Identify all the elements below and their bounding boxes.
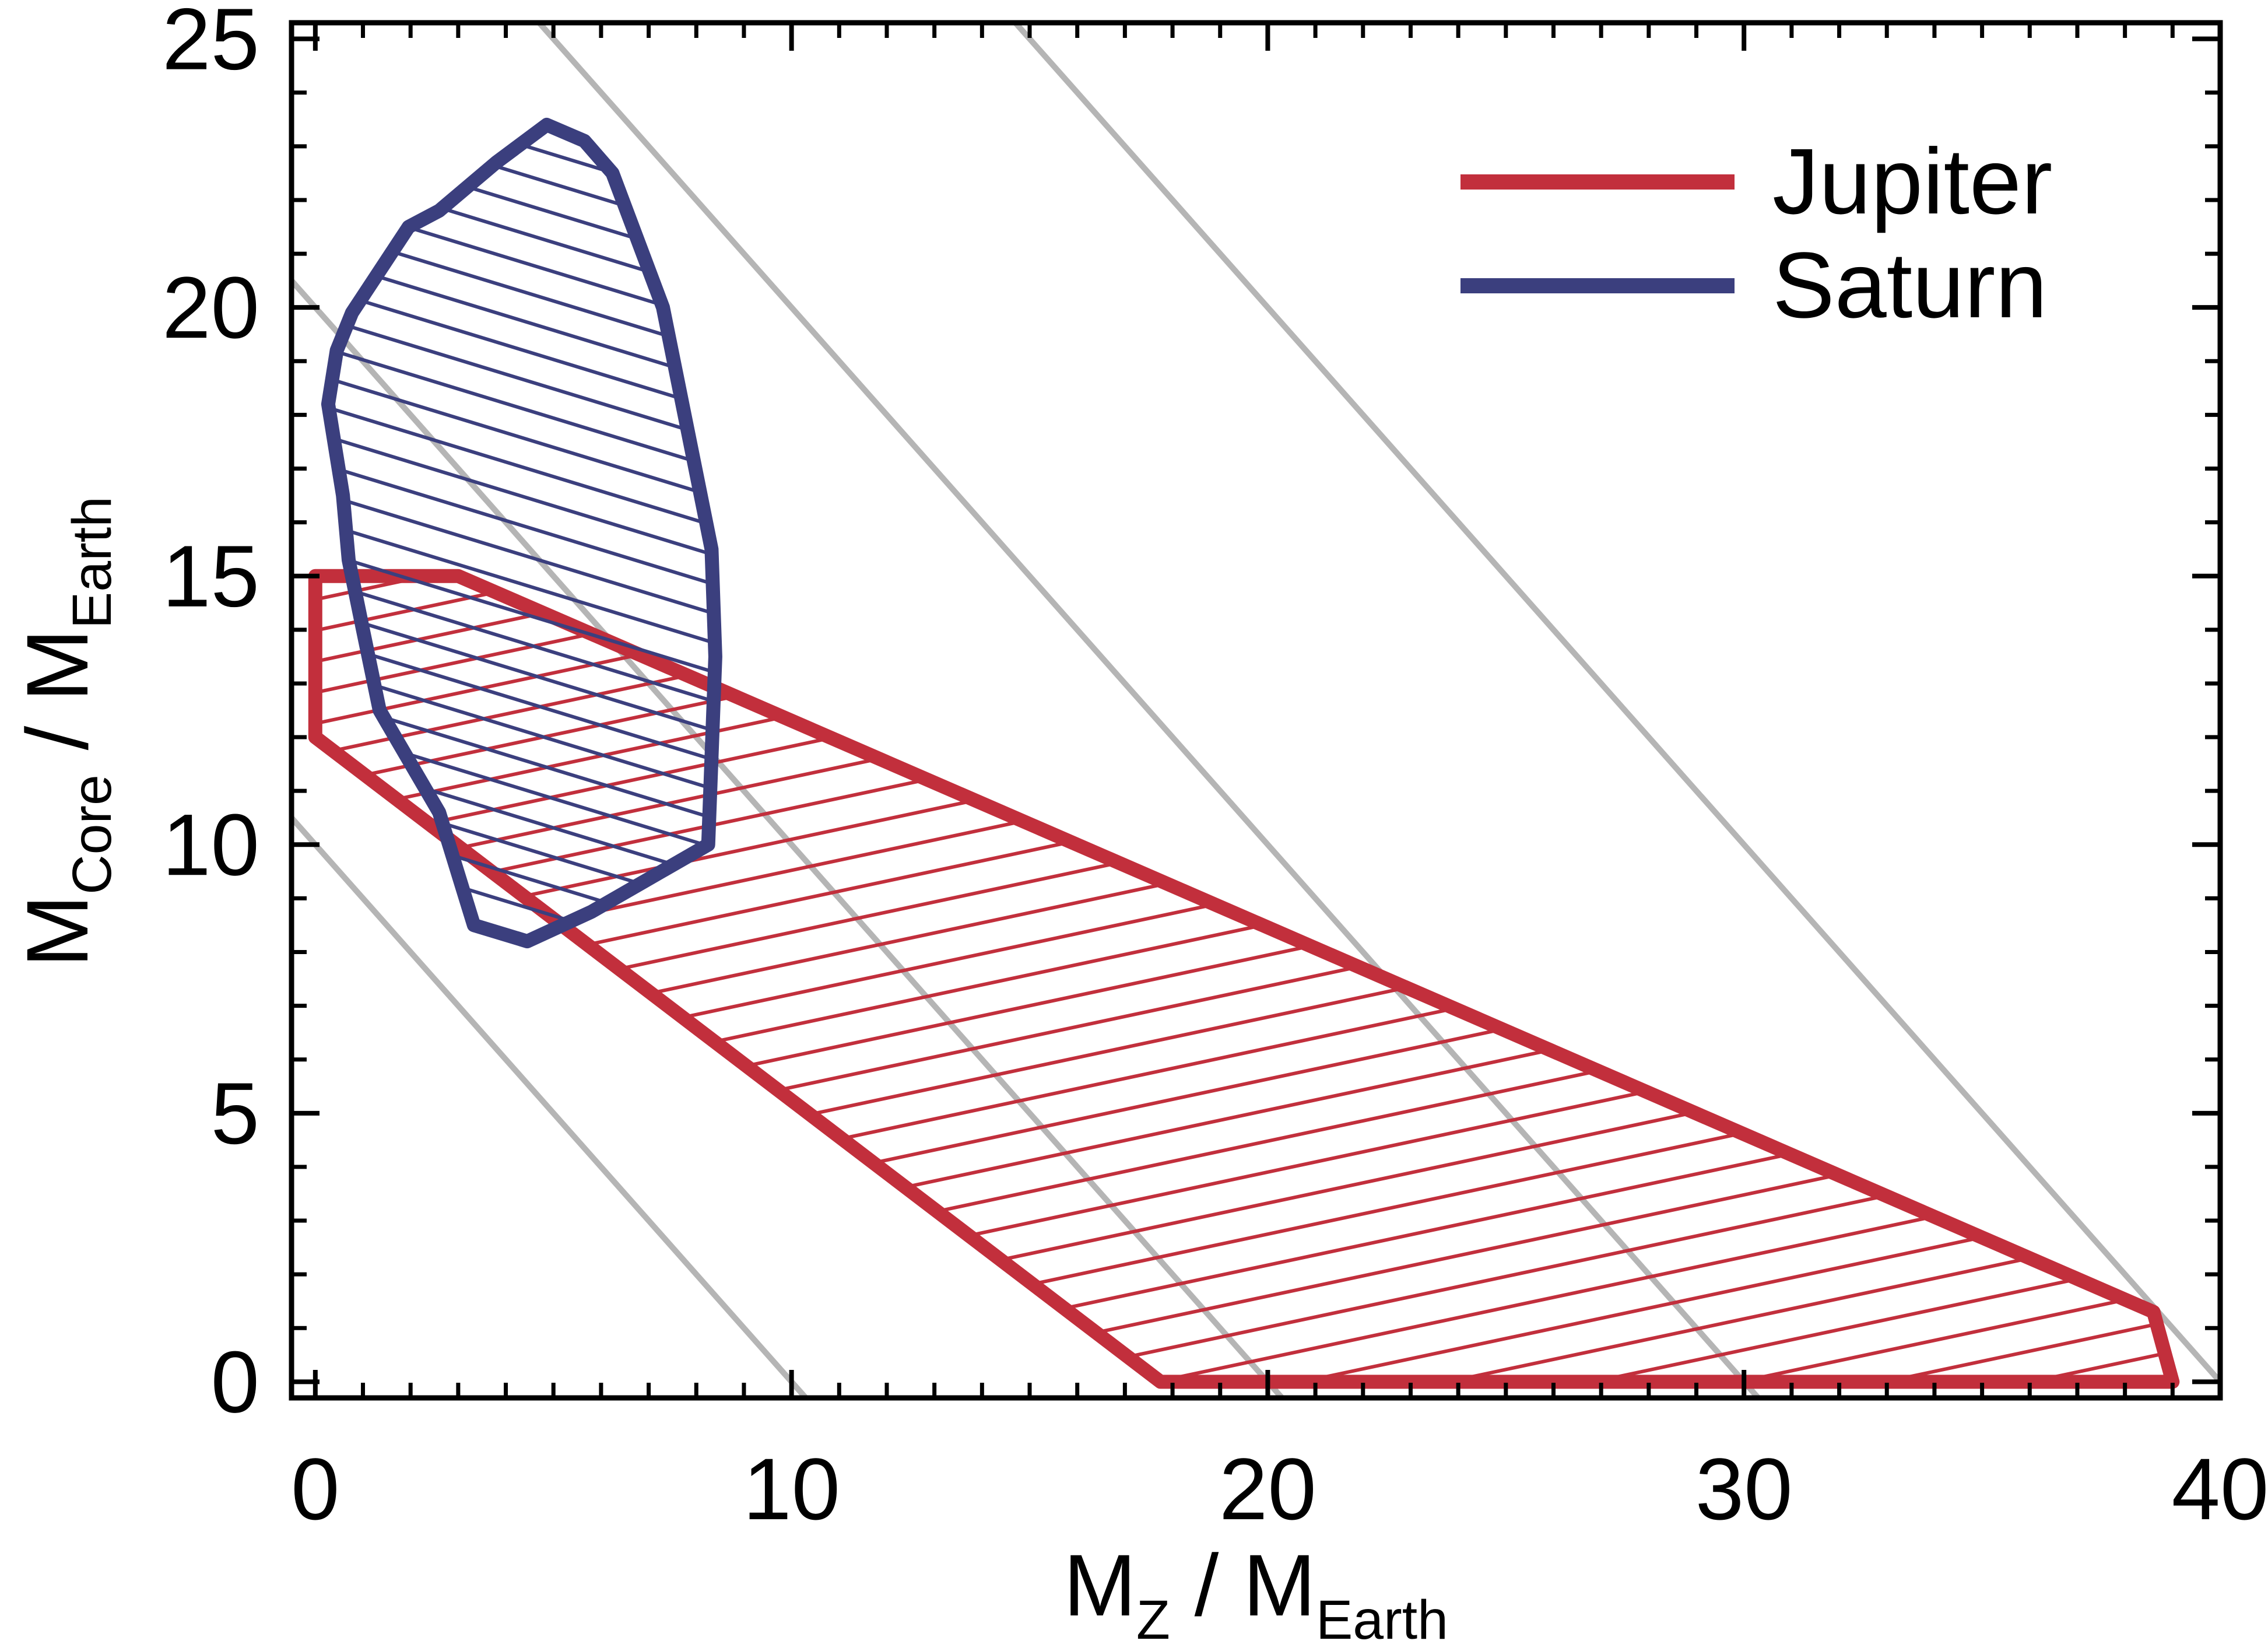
legend-label-saturn: Saturn	[1772, 233, 2047, 337]
region-jupiter-hatch	[315, 576, 2173, 1382]
region-saturn-outline	[321, 118, 722, 949]
y-tick-label-15: 15	[162, 527, 259, 625]
x-axis-title: MZ / MEarth	[1063, 1536, 1448, 1644]
y-tick-label-5: 5	[211, 1064, 259, 1162]
y-tick-label-20: 20	[162, 258, 259, 356]
x-tick-label-40: 40	[2172, 1440, 2268, 1538]
plot-frame	[289, 20, 2223, 1401]
x-tick-labels: 0 10 20 30 40	[291, 1440, 2268, 1538]
guide-line-sum-10	[292, 813, 810, 1398]
guide-line-sum-40	[1011, 23, 2220, 1386]
y-tick-label-0: 0	[211, 1333, 259, 1431]
y-tick-label-25: 25	[162, 0, 259, 88]
x-tick-label-10: 10	[743, 1440, 840, 1538]
y-axis-title: MCore / MEarth	[8, 496, 123, 968]
legend-label-jupiter: Jupiter	[1772, 129, 2052, 233]
x-tick-label-20: 20	[1219, 1440, 1316, 1538]
y-tick-label-10: 10	[162, 795, 259, 893]
region-saturn	[321, 118, 722, 949]
y-tick-labels: 0 5 10 15 20 25	[162, 0, 259, 1431]
axis-ticks	[292, 23, 2223, 1398]
region-saturn-hatch	[328, 125, 715, 942]
x-tick-label-0: 0	[291, 1440, 339, 1538]
x-tick-label-30: 30	[1695, 1440, 1793, 1538]
